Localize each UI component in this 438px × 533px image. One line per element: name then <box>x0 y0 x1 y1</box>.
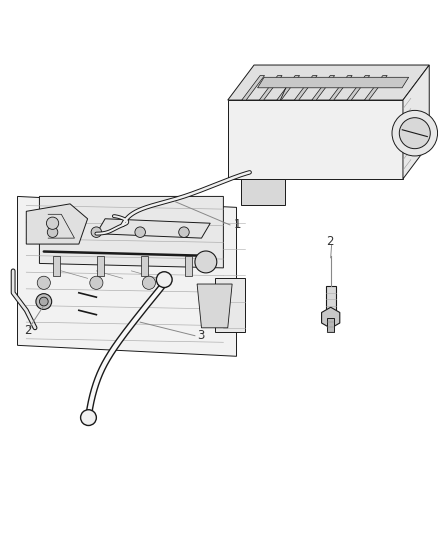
Polygon shape <box>294 76 317 100</box>
Text: 1: 1 <box>233 219 241 231</box>
Polygon shape <box>228 65 429 100</box>
Circle shape <box>90 276 103 289</box>
Polygon shape <box>215 278 245 332</box>
Polygon shape <box>258 77 409 88</box>
Bar <box>327 318 334 332</box>
Polygon shape <box>39 197 223 268</box>
Circle shape <box>47 227 58 237</box>
Polygon shape <box>18 197 237 356</box>
Circle shape <box>399 118 430 149</box>
Text: 3: 3 <box>197 329 205 342</box>
Polygon shape <box>259 76 282 100</box>
Polygon shape <box>242 76 265 100</box>
Bar <box>326 286 336 312</box>
Circle shape <box>37 276 50 289</box>
Polygon shape <box>364 76 387 100</box>
Polygon shape <box>321 307 340 328</box>
Circle shape <box>46 217 59 229</box>
Polygon shape <box>228 100 403 179</box>
Circle shape <box>392 110 438 156</box>
Circle shape <box>135 227 145 237</box>
Bar <box>53 256 60 276</box>
Circle shape <box>156 272 172 287</box>
Polygon shape <box>312 76 335 100</box>
Polygon shape <box>277 76 300 100</box>
Bar <box>185 256 192 276</box>
Polygon shape <box>403 65 429 179</box>
Bar <box>97 256 104 276</box>
Polygon shape <box>197 284 232 328</box>
Polygon shape <box>26 204 88 244</box>
Circle shape <box>39 297 48 306</box>
Bar <box>141 256 148 276</box>
Circle shape <box>81 410 96 425</box>
Circle shape <box>142 276 155 289</box>
Text: 2: 2 <box>326 236 333 248</box>
Polygon shape <box>347 76 370 100</box>
Circle shape <box>36 294 52 310</box>
Polygon shape <box>329 76 352 100</box>
Text: 2: 2 <box>24 324 32 336</box>
Circle shape <box>195 251 217 273</box>
Bar <box>241 179 285 205</box>
Circle shape <box>179 227 189 237</box>
Circle shape <box>91 227 102 237</box>
Polygon shape <box>96 219 210 238</box>
